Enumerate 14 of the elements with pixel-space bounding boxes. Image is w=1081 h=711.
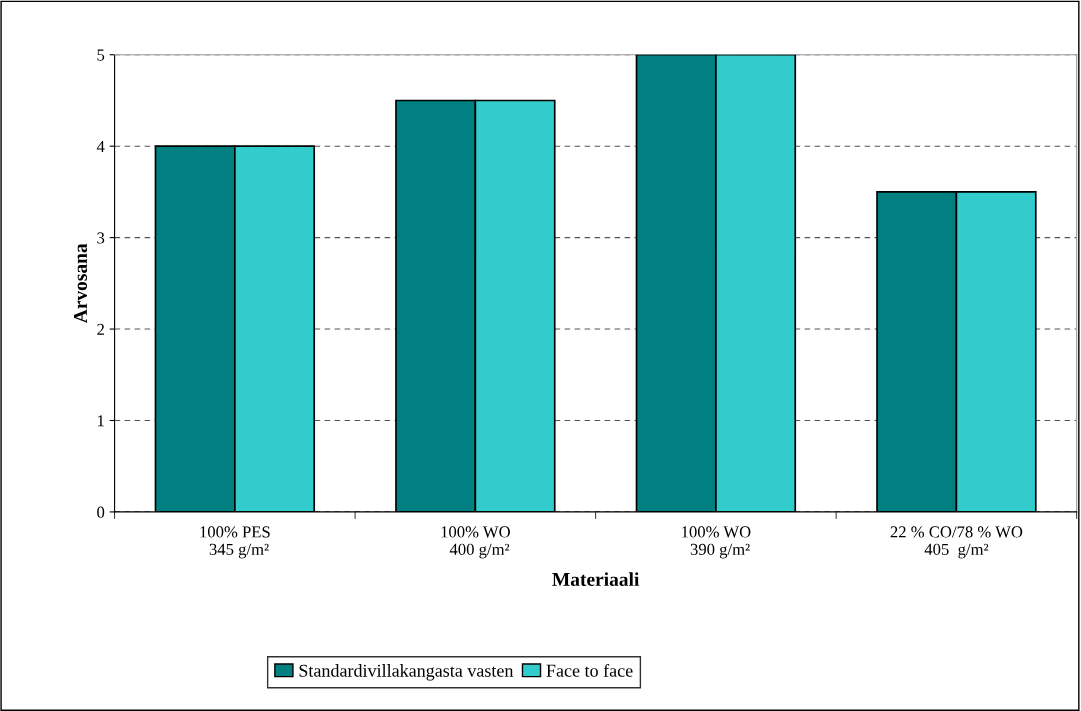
y-axis-title: Arvosana [74,243,88,324]
x-tick-label: 100% WO 390 g/m² [682,526,751,559]
legend-label: Standardivillakangasta vasten [299,664,514,681]
y-tick-label: 2 [97,323,104,335]
y-tick-label: 4 [96,140,105,152]
x-tick-label: 100% WO 400 g/m² [441,526,510,559]
legend-label: Face to face [546,663,633,677]
x-tick-label: 22 % CO/78 % WO 405 g/m² [890,526,1023,559]
y-tick-label: 0 [97,506,105,518]
x-axis-title: Materiaali [552,572,640,586]
x-tick-label: 100% PES 345 g/m² [200,526,270,559]
y-tick-label: 5 [97,49,105,61]
y-tick-label: 3 [97,232,105,244]
y-tick-label: 1 [98,415,104,427]
